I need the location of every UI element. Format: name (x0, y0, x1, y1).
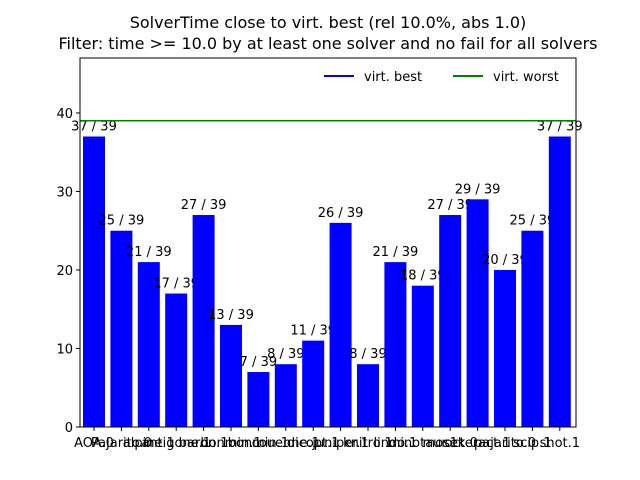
x-tick-label: scip.1 (513, 436, 551, 451)
bar-value-label: 26 / 39 (318, 206, 364, 221)
bar-value-label: 27 / 39 (181, 198, 227, 213)
bar-value-label: 29 / 39 (455, 182, 501, 197)
x-tick-label: pajarito.0 (474, 436, 536, 451)
bar (439, 215, 462, 427)
y-tick-label: 10 (56, 342, 73, 357)
x-tick-label: bonmin.1 (200, 436, 261, 451)
x-tick-label: bonmin.1 (228, 436, 289, 451)
x-tick-label: AOA.0 (74, 436, 114, 451)
x-tick-label: juniper.1 (311, 436, 369, 451)
bar (274, 364, 297, 427)
y-tick-label: 20 (56, 264, 73, 279)
bar-value-label: 25 / 39 (510, 214, 556, 229)
bar (466, 199, 489, 427)
x-tick-label: lindo.1 (373, 436, 417, 451)
legend-label: virt. best (364, 70, 422, 85)
bar-value-label: 17 / 39 (153, 277, 199, 292)
x-tick-label: mosek.0 (423, 436, 478, 451)
x-tick-label: dicopt.1 (287, 436, 340, 451)
bar (521, 230, 544, 427)
bar (220, 324, 242, 427)
bar-value-label: 18 / 39 (400, 269, 446, 284)
bar (302, 340, 325, 427)
legend: virt. best virt. worst (324, 70, 559, 85)
bar-value-label: 27 / 39 (427, 198, 473, 213)
bar (110, 230, 133, 427)
chart-subtitle: Filter: time >= 10.0 by at least one sol… (58, 34, 597, 53)
bar-value-label: 25 / 39 (99, 214, 145, 229)
bar-value-label: 13 / 39 (208, 308, 254, 323)
bar-value-label: 11 / 39 (290, 324, 336, 339)
bar (384, 262, 407, 427)
y-tick-label: 30 (56, 185, 73, 200)
bar (494, 269, 516, 427)
bar-value-label: 37 / 39 (537, 120, 583, 135)
bar (247, 372, 270, 427)
x-tick-label: knitro.1 (343, 436, 393, 451)
bar (192, 215, 215, 427)
x-tick-label: alpine.1 (123, 436, 175, 451)
bar-value-label: 7 / 39 (240, 355, 277, 370)
chart-title: SolverTime close to virt. best (rel 10.0… (130, 13, 527, 32)
x-tick-label: octeract.1 (445, 436, 511, 451)
bar-value-label: 21 / 39 (126, 245, 172, 260)
x-tick-label: couenne.1 (252, 436, 320, 451)
plot-frame (79, 57, 577, 428)
y-tick-label: 0 (65, 421, 73, 436)
bar (83, 136, 105, 428)
x-tick-label: baron.1 (179, 436, 229, 451)
bar (137, 262, 160, 427)
bar (548, 136, 571, 428)
bar-value-label: 8 / 39 (349, 347, 386, 362)
bar-value-label: 8 / 39 (267, 347, 304, 362)
x-tick-label: shot.1 (540, 436, 580, 451)
bar-value-label: 21 / 39 (373, 245, 419, 260)
x-tick-label: minotaur.1 (388, 436, 458, 451)
x-tick-label: antigone.1 (141, 436, 211, 451)
bar (165, 293, 188, 427)
x-tick-label: Pajarito.0 (91, 436, 152, 451)
bar-value-label: 20 / 39 (482, 253, 528, 268)
y-tick-label: 40 (56, 107, 73, 122)
bar (329, 222, 352, 427)
bar (357, 364, 379, 427)
legend-label: virt. worst (493, 70, 559, 85)
bar-value-label: 37 / 39 (71, 120, 117, 135)
bar (411, 285, 434, 427)
